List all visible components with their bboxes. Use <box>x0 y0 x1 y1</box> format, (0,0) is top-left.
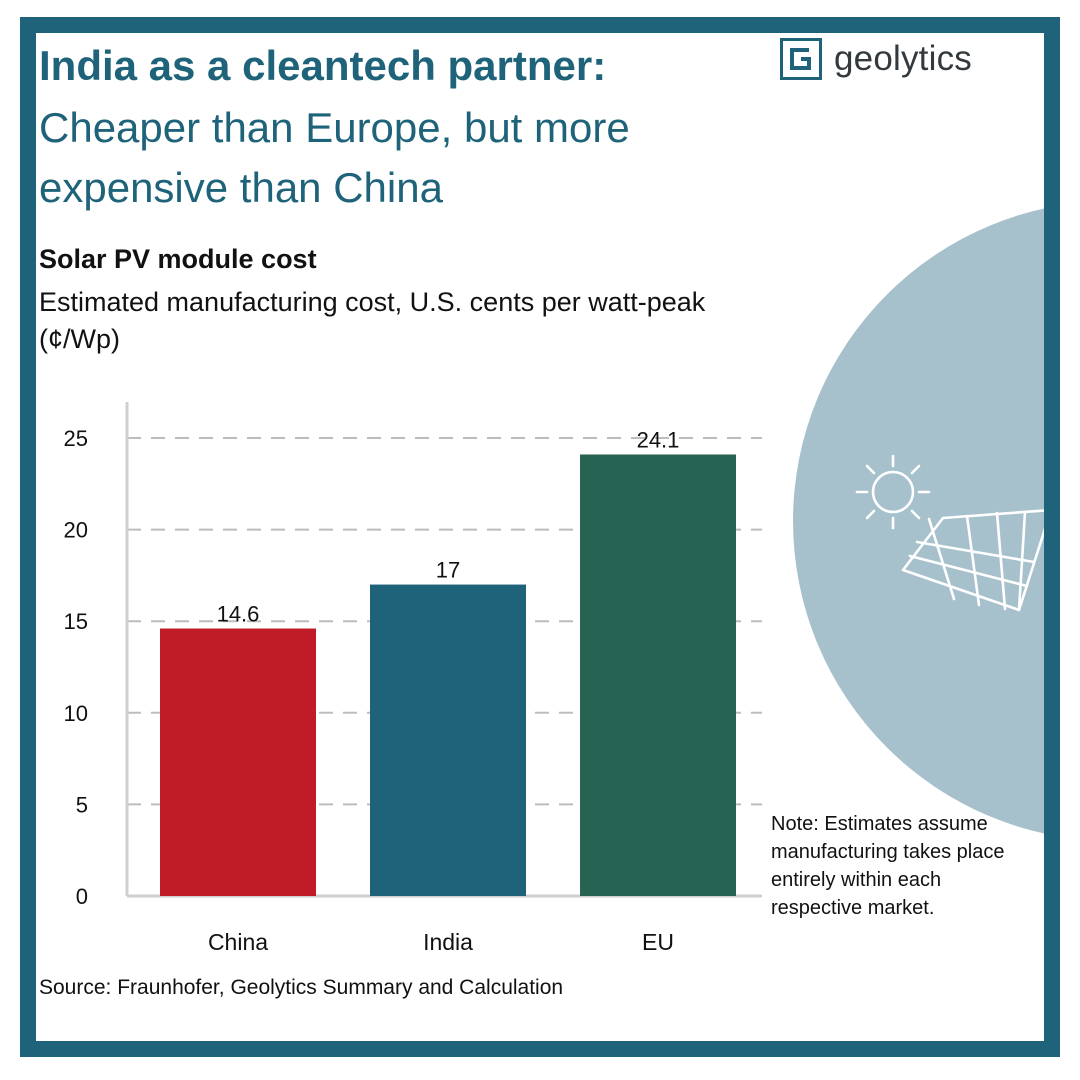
brand-name: geolytics <box>834 39 972 78</box>
headline: India as a cleantech partner: <box>39 42 607 89</box>
x-tick-label: EU <box>642 929 674 955</box>
y-tick-label: 20 <box>64 518 88 543</box>
y-tick-label: 0 <box>76 884 88 909</box>
solar-panel-sun-icon <box>855 454 1044 612</box>
data-label: 14.6 <box>217 602 260 627</box>
chart-title: Solar PV module cost <box>39 244 317 274</box>
x-tick-label: India <box>423 929 473 955</box>
chart-note: Note: Estimates assume manufacturing tak… <box>771 813 1005 919</box>
x-tick-label: China <box>208 929 268 955</box>
chart-subtitle: Estimated manufacturing cost, U.S. cents… <box>39 287 706 354</box>
bar-eu <box>580 454 736 896</box>
headline-subtitle: Cheaper than Europe, but more expensive … <box>39 104 630 211</box>
y-tick-label: 5 <box>76 792 88 817</box>
y-tick-label: 10 <box>64 701 88 726</box>
y-tick-label: 25 <box>64 426 88 451</box>
data-label: 17 <box>436 558 460 583</box>
source-citation: Source: Fraunhofer, Geolytics Summary an… <box>39 976 564 999</box>
geolytics-logo-icon <box>780 38 822 80</box>
bar-china <box>160 628 316 896</box>
data-label: 24.1 <box>637 427 680 452</box>
bar-india <box>370 584 526 896</box>
y-tick-label: 15 <box>64 609 88 634</box>
brand: geolytics <box>780 38 972 80</box>
